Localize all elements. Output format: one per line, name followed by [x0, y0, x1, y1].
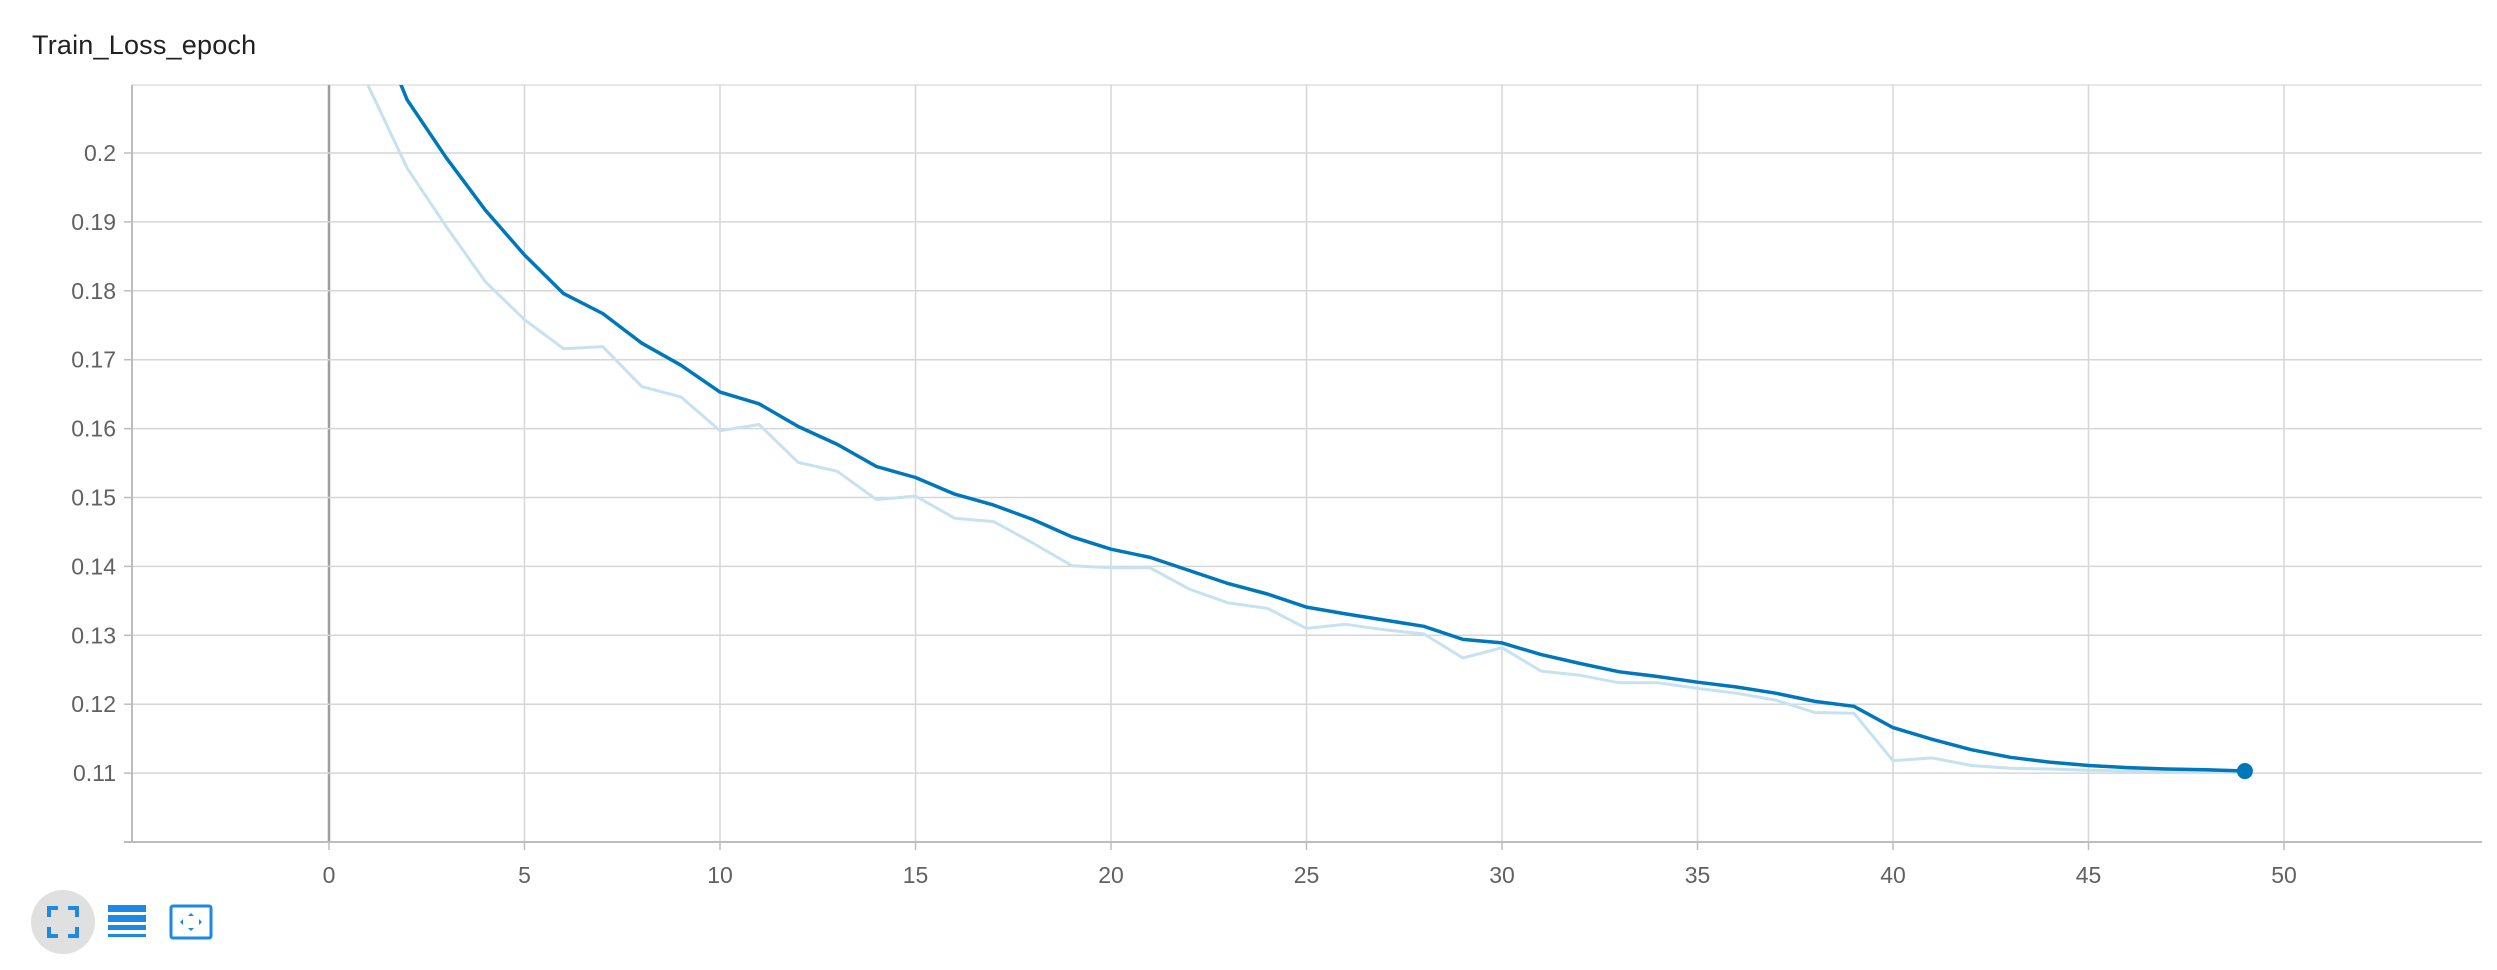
y-tick-label: 0.13	[71, 622, 116, 648]
x-tick-label: 15	[903, 862, 929, 888]
y-tick-label: 0.16	[71, 416, 116, 442]
chart-plot[interactable]: 0 5 10 15 20 25 30 35 40 45 50 0.11 0.12 0.13 0.14 0.15…	[0, 0, 2497, 900]
chart-title: Train_Loss_epoch	[32, 30, 257, 60]
label-layer: 0 5 10 15 20 25 30 35 40 45 50 0.11 0.12 0.13 0.14 0.15…	[71, 140, 2297, 888]
data-table-button[interactable]	[95, 890, 159, 954]
x-tick-label: 30	[1489, 862, 1515, 888]
y-tick-label: 0.12	[71, 691, 116, 717]
x-tick-label: 45	[2076, 862, 2102, 888]
x-tick-label: 5	[518, 862, 531, 888]
y-tick-label: 0.19	[71, 209, 116, 235]
y-tick-label: 0.2	[84, 140, 116, 166]
x-tick-label: 25	[1294, 862, 1320, 888]
axis-layer	[124, 85, 2482, 850]
x-tick-label: 10	[707, 862, 733, 888]
y-tick-label: 0.18	[71, 278, 116, 304]
series-layer	[329, 0, 2253, 780]
series-line-smoothed[interactable]	[329, 0, 2247, 773]
fullscreen-button[interactable]	[31, 890, 95, 954]
data-table-icon	[108, 905, 146, 937]
y-tick-label: 0.11	[73, 760, 116, 786]
y-tick-label: 0.15	[71, 485, 116, 511]
x-tick-label: 40	[1880, 862, 1906, 888]
x-tick-label: 0	[323, 862, 336, 888]
y-tick-label: 0.14	[71, 553, 116, 579]
grid-layer	[132, 84, 2482, 842]
x-tick-label: 20	[1098, 862, 1124, 888]
x-tick-label: 50	[2271, 862, 2297, 888]
fullscreen-icon	[47, 906, 79, 938]
fit-domain-icon	[169, 904, 213, 940]
fit-domain-button[interactable]	[159, 890, 223, 954]
x-tick-label: 35	[1685, 862, 1711, 888]
series-line-raw[interactable]	[329, 0, 2247, 774]
y-tick-label: 0.17	[71, 347, 116, 373]
last-point-marker[interactable]	[2236, 763, 2253, 780]
